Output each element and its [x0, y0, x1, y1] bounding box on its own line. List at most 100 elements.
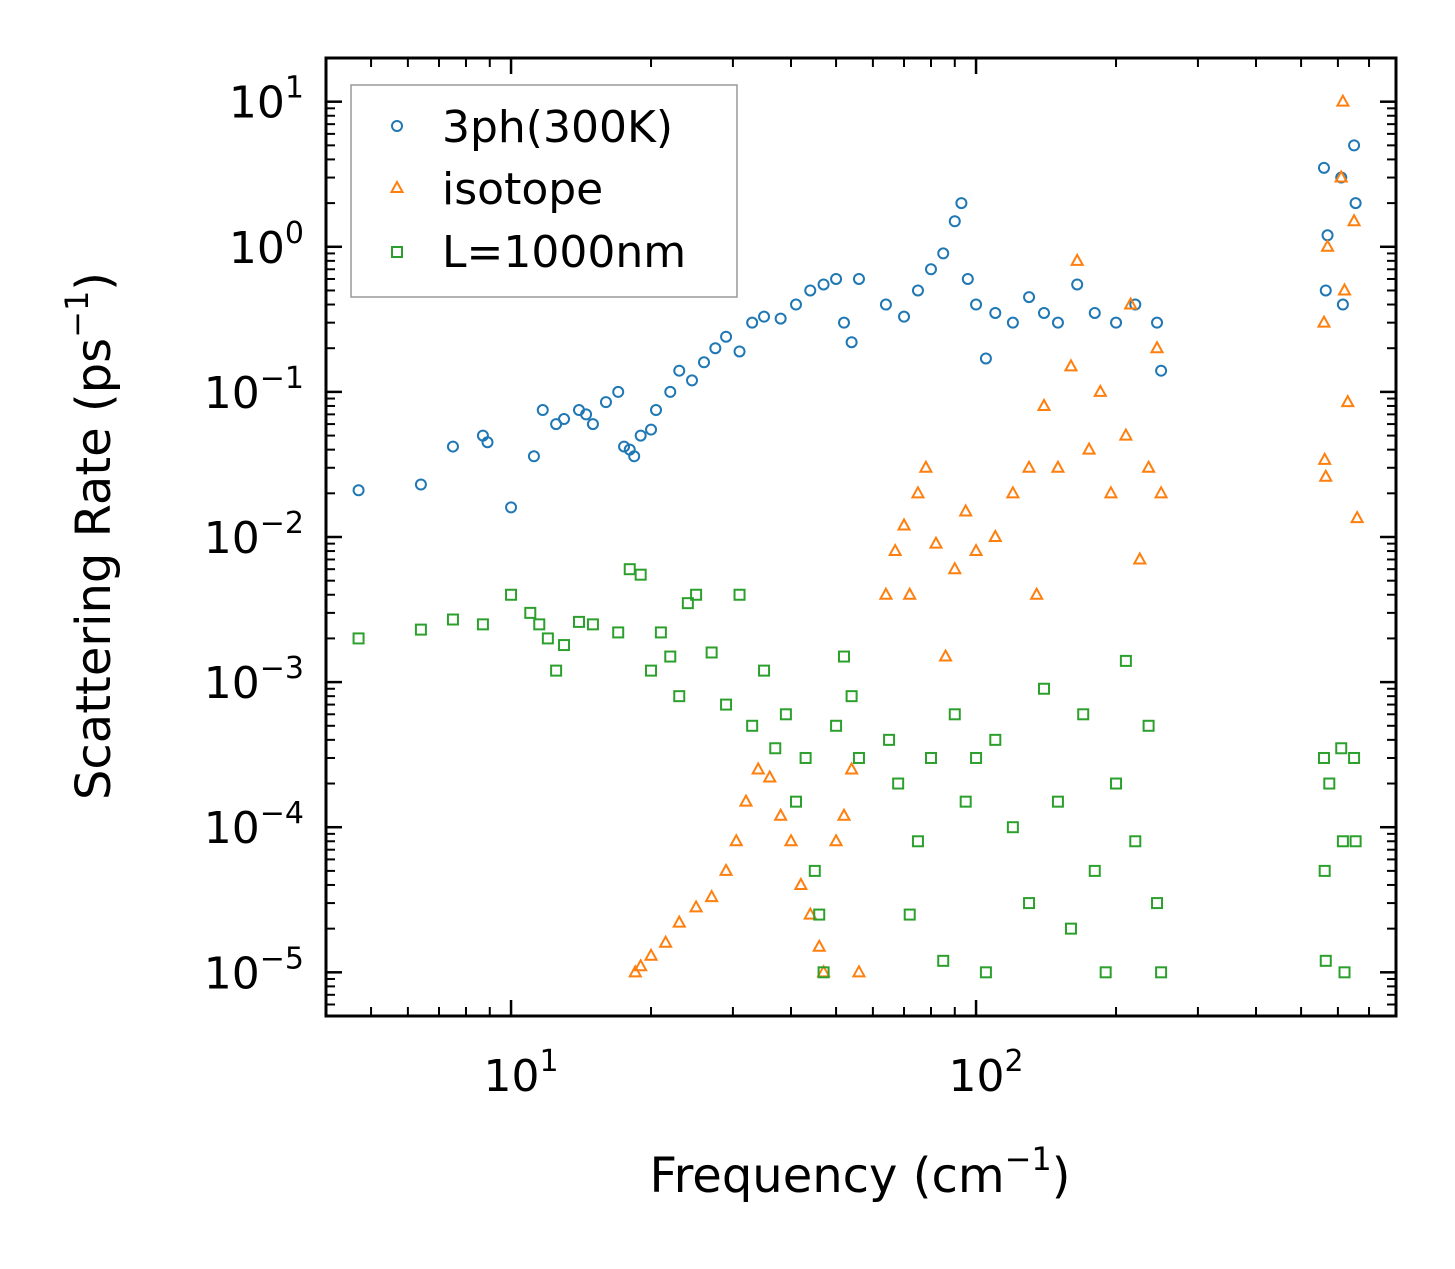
data-point	[1318, 864, 1331, 877]
legend-label-isotope: isotope	[442, 164, 603, 215]
data-point	[1038, 682, 1051, 695]
data-point	[1081, 441, 1097, 455]
data-point	[505, 501, 518, 514]
legend-marker-isotope	[389, 179, 405, 193]
data-point	[1348, 751, 1361, 764]
data-point	[989, 733, 1002, 746]
data-point	[414, 478, 427, 491]
data-point	[878, 586, 894, 600]
data-point	[911, 835, 924, 848]
data-point	[746, 316, 759, 329]
data-point	[481, 436, 494, 449]
data-point	[1320, 238, 1335, 252]
data-point	[955, 197, 968, 210]
data-point	[688, 899, 704, 913]
data-point	[1349, 510, 1365, 524]
data-point	[924, 751, 937, 764]
data-point	[1088, 306, 1101, 319]
data-point	[1077, 708, 1090, 721]
data-point	[1334, 169, 1349, 183]
data-point	[958, 503, 973, 517]
data-point	[1151, 316, 1164, 329]
data-point	[612, 385, 625, 398]
data-point	[1348, 139, 1361, 152]
data-point	[830, 719, 843, 732]
data-point	[645, 423, 658, 436]
data-point	[720, 330, 733, 343]
x-tick-label: 102	[949, 1044, 1024, 1102]
data-point	[938, 648, 953, 662]
data-point	[1069, 252, 1085, 266]
data-point	[672, 914, 687, 928]
data-point	[1071, 278, 1084, 291]
data-point	[1123, 296, 1138, 310]
data-point	[612, 626, 625, 639]
data-point	[1099, 966, 1112, 979]
data-point	[673, 364, 686, 377]
data-point	[979, 352, 992, 365]
data-point	[836, 807, 852, 821]
data-point	[586, 418, 599, 431]
data-point	[1349, 197, 1362, 210]
data-point	[851, 964, 867, 978]
data-point	[1132, 551, 1148, 565]
data-point	[1093, 383, 1108, 397]
legend-label-length: L=1000nm	[442, 227, 686, 278]
data-point	[558, 413, 571, 426]
x-tick-label: 101	[483, 1044, 558, 1102]
data-point	[937, 247, 950, 260]
data-point	[1142, 719, 1155, 732]
data-point	[1005, 485, 1021, 499]
data-point	[774, 312, 787, 325]
data-point	[887, 542, 903, 557]
data-point	[705, 646, 718, 659]
data-point	[789, 298, 802, 311]
data-point	[446, 440, 459, 453]
data-point	[476, 618, 489, 631]
data-point	[1088, 864, 1101, 877]
data-point	[910, 485, 926, 499]
data-point	[654, 626, 667, 639]
data-point	[844, 761, 859, 775]
data-point	[618, 440, 631, 453]
data-point	[837, 316, 850, 329]
legend-marker-length	[391, 246, 403, 258]
data-point	[1340, 394, 1355, 408]
data-point	[758, 664, 771, 677]
data-point	[1110, 777, 1123, 790]
data-point	[718, 862, 734, 876]
data-point	[750, 761, 766, 775]
data-point	[550, 664, 563, 677]
data-point	[720, 698, 733, 711]
y-tick-label: 100	[229, 216, 304, 274]
data-point	[959, 795, 972, 808]
data-point	[918, 459, 934, 473]
data-point	[804, 284, 817, 297]
data-point	[645, 664, 658, 677]
data-point	[902, 586, 917, 600]
series-2	[352, 563, 1362, 979]
data-point	[817, 278, 830, 291]
data-point	[1317, 451, 1332, 465]
data-point	[988, 528, 1003, 542]
data-point	[845, 690, 858, 703]
data-point	[658, 934, 673, 948]
data-point	[879, 298, 892, 311]
series-1	[628, 93, 1365, 978]
data-point	[352, 632, 365, 645]
legend-label-3ph: 3ph(300K)	[442, 102, 673, 153]
data-point	[1064, 922, 1077, 935]
data-point	[789, 795, 802, 808]
data-layer	[352, 93, 1365, 979]
data-point	[845, 336, 858, 349]
data-point	[968, 542, 984, 557]
data-point	[524, 606, 537, 619]
data-point	[634, 429, 647, 442]
data-point	[896, 517, 912, 531]
x-axis-label: Frequency (cm−1)	[649, 1140, 1070, 1204]
y-tick-label: 10−4	[204, 796, 304, 854]
data-point	[1155, 364, 1168, 377]
data-point	[813, 908, 826, 921]
data-point	[979, 966, 992, 979]
